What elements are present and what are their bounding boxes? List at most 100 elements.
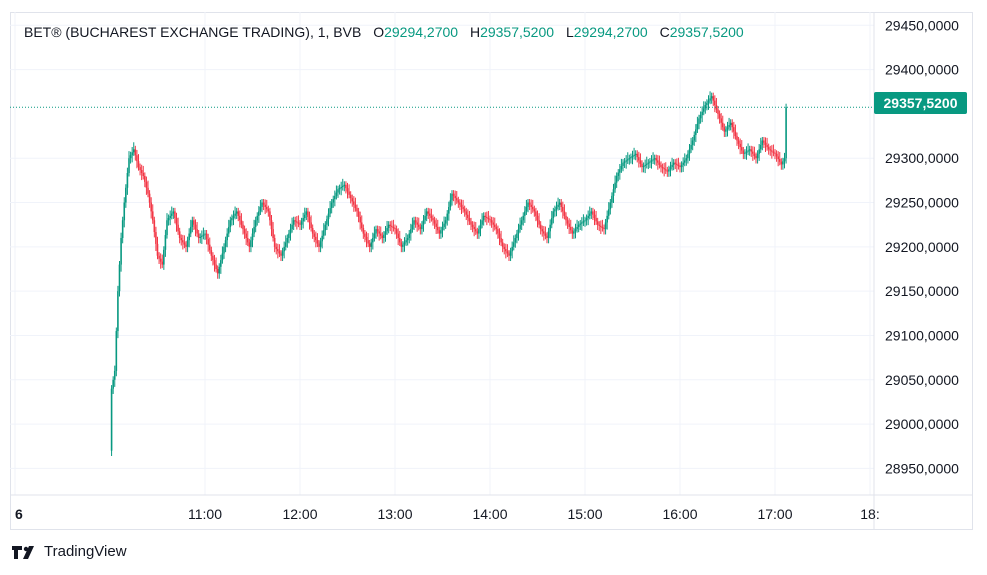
candle-body bbox=[660, 164, 662, 168]
candle-body bbox=[302, 218, 304, 222]
candle-body bbox=[446, 213, 449, 221]
candle-body bbox=[167, 218, 170, 221]
candle-body bbox=[278, 251, 281, 254]
candle-body bbox=[384, 231, 387, 235]
candle-body bbox=[204, 233, 206, 235]
candle-body bbox=[338, 188, 341, 190]
candle-body bbox=[625, 160, 627, 162]
candle-body bbox=[329, 208, 331, 214]
open-value: 29294,2700 bbox=[384, 24, 459, 40]
x-tick-label: 6 bbox=[15, 506, 23, 522]
candle-body bbox=[242, 224, 244, 230]
grid bbox=[10, 12, 874, 495]
candle-body bbox=[758, 149, 760, 154]
candle-body bbox=[565, 215, 567, 221]
symbol-title[interactable]: BET® (BUCHAREST EXCHANGE TRADING), 1, BV… bbox=[24, 24, 362, 40]
candle-body bbox=[740, 147, 743, 151]
candle-body bbox=[775, 153, 778, 157]
candle-body bbox=[381, 235, 384, 238]
candle-body bbox=[332, 199, 335, 203]
candle-body bbox=[292, 220, 295, 225]
candle-body bbox=[326, 219, 328, 225]
candle-body bbox=[433, 220, 436, 224]
candle-body bbox=[294, 220, 297, 222]
candle-body bbox=[766, 144, 768, 148]
candle-body bbox=[321, 235, 323, 242]
candle-body bbox=[269, 211, 271, 221]
candle-body bbox=[234, 213, 236, 216]
candle-body bbox=[300, 221, 303, 225]
candle-body bbox=[717, 109, 719, 114]
candle-body bbox=[718, 113, 721, 119]
candle-body bbox=[216, 269, 219, 274]
candle-body bbox=[539, 224, 542, 230]
candle-body bbox=[607, 209, 610, 216]
candle-body bbox=[251, 233, 254, 241]
candle-body bbox=[379, 233, 382, 236]
candle-body bbox=[764, 142, 767, 145]
candle-body bbox=[566, 220, 569, 224]
candle-body bbox=[579, 223, 582, 225]
candle-body bbox=[574, 229, 577, 232]
candle-body bbox=[582, 221, 585, 223]
candle-body bbox=[783, 158, 786, 162]
candle-body bbox=[742, 150, 745, 154]
candle-body bbox=[229, 220, 232, 227]
candle-body bbox=[324, 224, 327, 231]
candle-body bbox=[543, 231, 545, 234]
candle-body bbox=[755, 156, 757, 159]
candle-body bbox=[360, 222, 363, 229]
candle-body bbox=[546, 235, 548, 238]
candle-body bbox=[535, 211, 537, 216]
x-tick-label: 14:00 bbox=[472, 506, 507, 522]
candle-body bbox=[769, 149, 772, 151]
candle-body bbox=[601, 226, 604, 229]
y-tick-label: 29250,0000 bbox=[885, 195, 959, 211]
candle-body bbox=[365, 236, 368, 241]
candle-body bbox=[500, 237, 502, 243]
brand[interactable]: TradingView bbox=[12, 543, 127, 560]
chart-frame bbox=[10, 12, 973, 530]
candle-body bbox=[737, 140, 740, 144]
candle-body bbox=[612, 189, 615, 196]
candle-body bbox=[224, 240, 227, 247]
y-axis[interactable]: 29450,0000 29400,0000 29300,0000 29250,0000… bbox=[885, 17, 959, 476]
candle-body bbox=[604, 222, 607, 230]
candle-body bbox=[221, 253, 224, 261]
candle-body bbox=[156, 243, 159, 256]
candle-body bbox=[595, 218, 597, 222]
candle-body bbox=[405, 240, 407, 243]
candle-body bbox=[337, 189, 339, 193]
candle-body bbox=[345, 184, 347, 189]
candle-body bbox=[375, 229, 377, 234]
candle-body bbox=[454, 195, 456, 199]
candle-body bbox=[196, 229, 198, 234]
candle-body bbox=[457, 200, 460, 203]
low-label: L bbox=[565, 24, 574, 40]
candle-body bbox=[487, 218, 490, 220]
candle-body bbox=[581, 222, 583, 224]
x-axis[interactable]: 6 11:00 12:00 13:00 14:00 15:00 16:00 17:00 18: bbox=[15, 506, 880, 522]
candle-body bbox=[590, 211, 593, 214]
candle-body bbox=[777, 156, 779, 160]
candle-body bbox=[530, 204, 532, 207]
candle-body bbox=[191, 220, 194, 227]
candle-body bbox=[478, 229, 480, 234]
candle-body bbox=[514, 237, 517, 243]
candle-body bbox=[235, 211, 238, 214]
candle-body bbox=[460, 204, 463, 207]
y-tick-label: 28950,0000 bbox=[885, 460, 959, 476]
candle-body bbox=[750, 149, 753, 152]
candle-body bbox=[243, 229, 246, 234]
candle-body bbox=[334, 195, 336, 200]
candle-body bbox=[474, 229, 477, 232]
candle-body bbox=[208, 244, 211, 251]
candle-body bbox=[554, 209, 556, 212]
candle-body bbox=[690, 144, 692, 150]
candle-body bbox=[701, 111, 703, 116]
candle-body bbox=[387, 224, 390, 229]
candle-body bbox=[264, 204, 266, 207]
candle-body bbox=[410, 229, 412, 234]
candle-body bbox=[498, 233, 501, 238]
